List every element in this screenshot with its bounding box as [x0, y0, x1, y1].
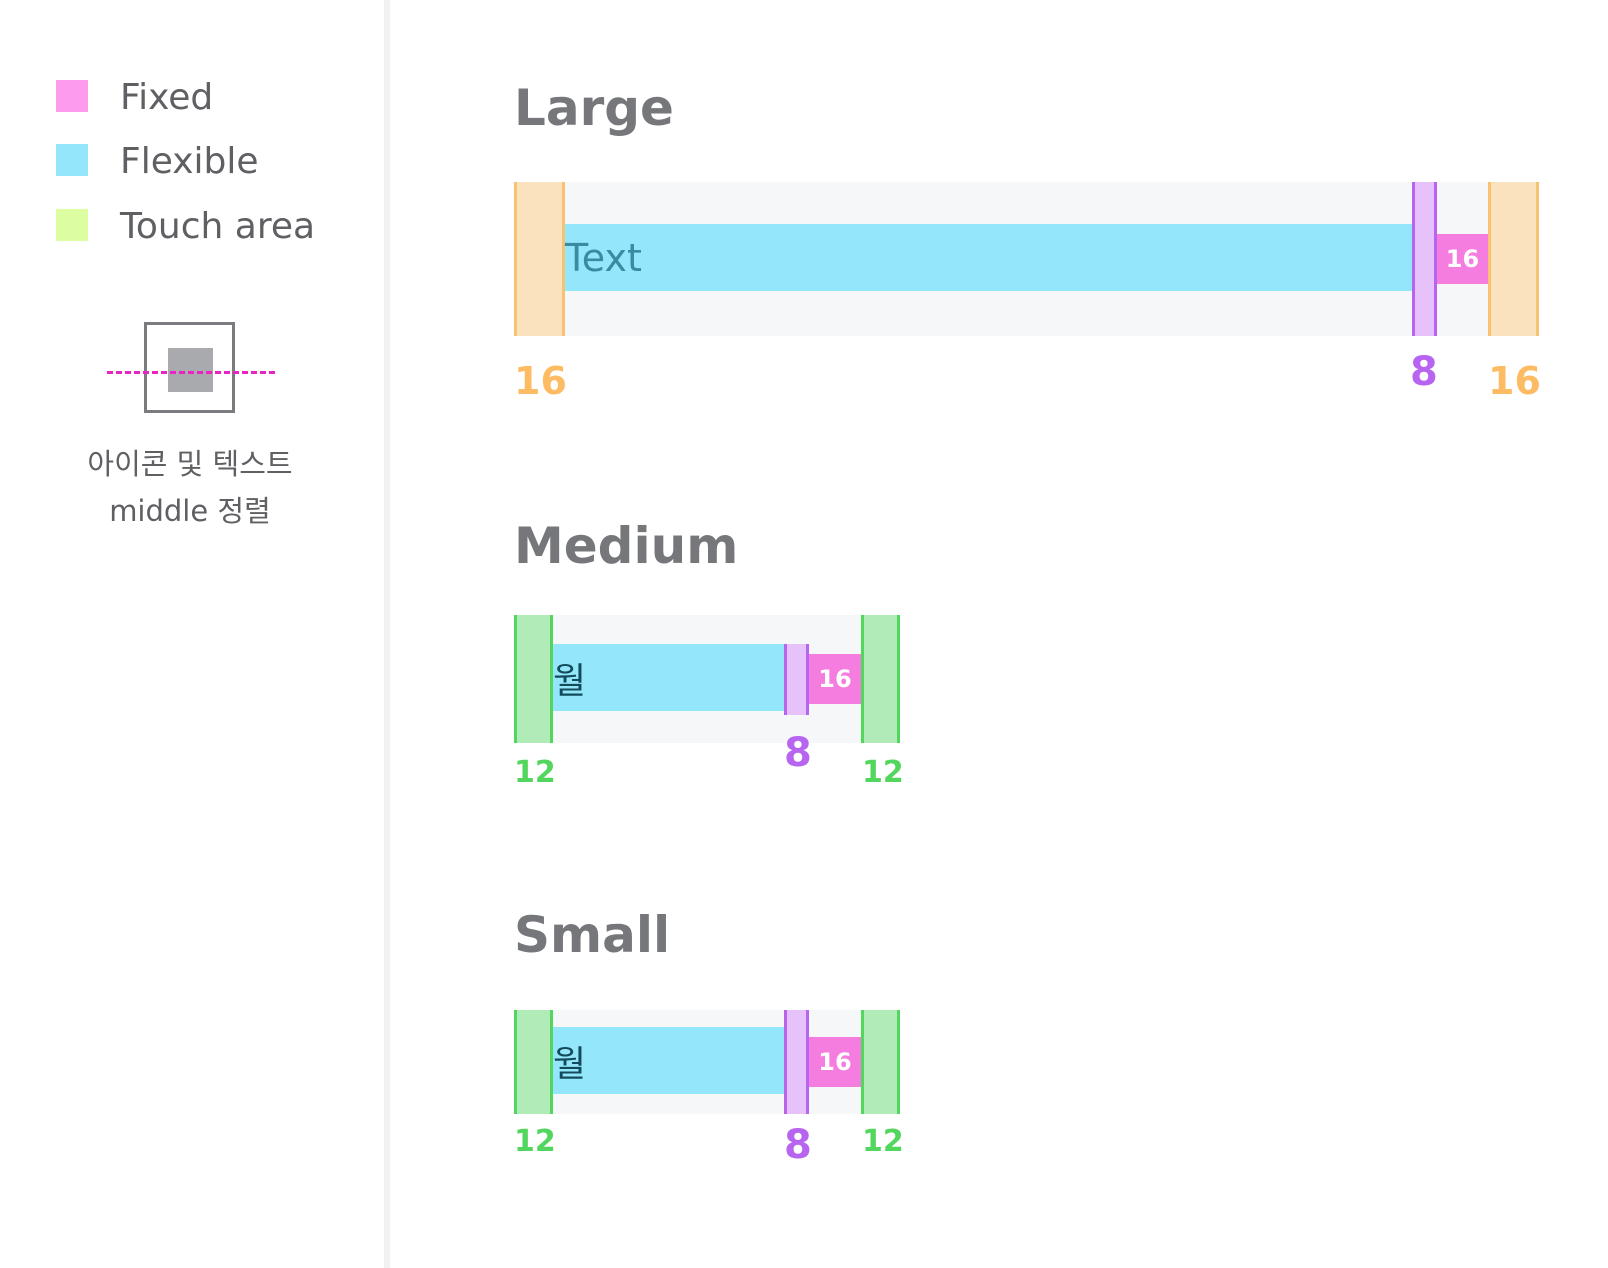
small-left-padding [514, 1010, 553, 1114]
touch-area-swatch [56, 209, 88, 241]
medium-left-padding-value: 12 [514, 755, 556, 790]
large-gap-value: 8 [1410, 349, 1438, 395]
small-gap [784, 1010, 809, 1114]
medium-right-padding [861, 615, 900, 743]
large-label: Text [565, 224, 1412, 291]
large-left-padding-value: 16 [514, 359, 567, 403]
large-right-padding-value: 16 [1488, 359, 1541, 403]
large-label-text: Text [565, 235, 642, 280]
alignment-caption-line-2: middle 정렬 [109, 494, 271, 528]
small-gap-value: 8 [784, 1122, 812, 1168]
large-left-padding [514, 182, 565, 336]
small-icon-slot: 16 [809, 1037, 861, 1087]
medium-label-text: 월 [553, 660, 587, 702]
large-right-padding [1488, 182, 1539, 336]
legend-label-fixed: Fixed [120, 77, 214, 118]
flexible-swatch [56, 144, 88, 176]
small-left-padding-value: 12 [514, 1124, 556, 1159]
section-title-small: Small [514, 906, 671, 964]
small-right-padding [861, 1010, 900, 1114]
medium-icon-slot: 16 [809, 654, 861, 704]
sidebar-divider [384, 0, 390, 1268]
legend-label-flexible: Flexible [120, 141, 259, 182]
legend-label-touch-area: Touch area [120, 206, 316, 247]
medium-gap [784, 644, 809, 715]
medium-left-padding [514, 615, 553, 743]
small-label-text: 월 [553, 1043, 587, 1085]
alignment-icon-frame [144, 322, 235, 413]
large-icon-slot: 16 [1437, 234, 1488, 284]
medium-gap-value: 8 [784, 730, 812, 776]
medium-label: 월 [553, 644, 784, 711]
section-title-medium: Medium [514, 517, 739, 575]
fixed-swatch [56, 80, 88, 112]
large-gap [1412, 182, 1437, 336]
medium-right-padding-value: 12 [862, 755, 904, 790]
small-label: 월 [553, 1027, 784, 1094]
alignment-caption-line-1: 아이콘 및 텍스트 [87, 447, 293, 481]
middle-alignment-line [107, 371, 275, 374]
alignment-icon-content [168, 348, 213, 392]
small-right-padding-value: 12 [862, 1124, 904, 1159]
section-title-large: Large [514, 79, 674, 137]
